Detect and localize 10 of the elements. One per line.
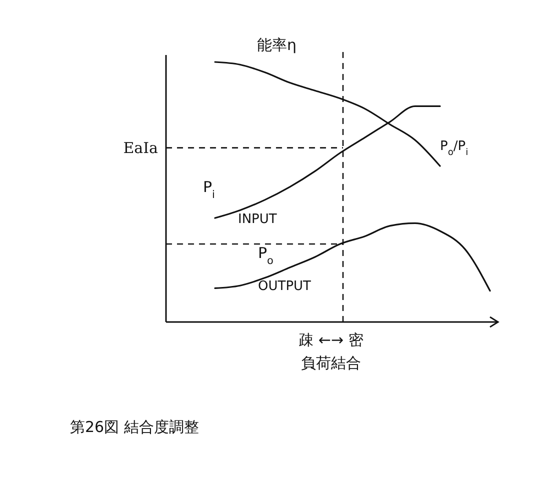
- ref-line-label: EaIa: [123, 138, 158, 157]
- annotation: P$_{o}$/P$_{i}$: [440, 139, 468, 158]
- text: 第26図 結合度調整: [70, 418, 199, 436]
- x-axis-title: 負荷結合: [301, 354, 361, 372]
- series-label: P$_{o}$: [258, 244, 274, 267]
- series-label: P$_{i}$: [203, 178, 215, 201]
- annotation: OUTPUT: [258, 279, 312, 294]
- text: 疎 ←→ 密: [298, 331, 364, 349]
- series-label: 能率η: [257, 36, 297, 54]
- annotation: INPUT: [238, 212, 277, 227]
